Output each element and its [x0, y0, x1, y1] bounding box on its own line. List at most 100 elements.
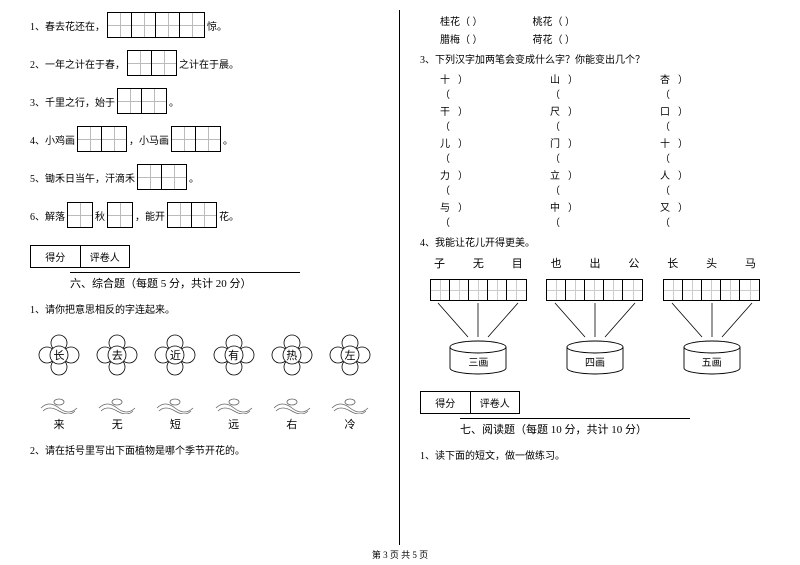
wave-item: 右 — [271, 394, 313, 432]
q6-pre: 6、解落 — [30, 208, 65, 223]
score-label: 得分 — [31, 246, 81, 267]
flower-char: 有 — [228, 347, 239, 363]
grid-1 — [107, 202, 133, 228]
flower-item: 去 — [96, 334, 138, 376]
wave-char: 短 — [170, 419, 181, 431]
cylinder: 五画 — [677, 340, 747, 376]
q6-2: 2、请在括号里写出下面植物是哪个季节开花的。 — [30, 442, 379, 457]
q6-mid: 秋 — [95, 208, 105, 223]
grid-2 — [117, 88, 167, 114]
flower-item: 左 — [329, 334, 371, 376]
section-6-title: 六、综合题（每题 5 分，共计 20 分） — [70, 272, 300, 291]
score-box: 得分 评卷人 — [30, 245, 130, 268]
q7-1: 1、读下面的短文，做一做练习。 — [420, 447, 770, 462]
score-label: 得分 — [421, 392, 471, 413]
flower-item: 长 — [38, 334, 80, 376]
cylinder-label: 三画 — [443, 354, 513, 369]
flower-item: 有 — [213, 334, 255, 376]
q2-post: 之计在于晨。 — [179, 56, 239, 71]
flower-char: 长 — [54, 347, 65, 363]
wave-row: 来 无 短 远 右 冷 — [30, 394, 379, 432]
q6-1: 1、请你把意思相反的字连起来。 — [30, 301, 379, 316]
cylinder: 三画 — [443, 340, 513, 376]
q4-post: 。 — [223, 132, 233, 147]
page-footer: 第 3 页 共 5 页 — [0, 548, 800, 561]
funnel-icon — [662, 301, 762, 342]
wave-char: 远 — [228, 419, 239, 431]
q1-pre: 1、春去花还在， — [30, 18, 105, 33]
wave-item: 冷 — [329, 394, 371, 432]
answer-grids — [420, 279, 770, 301]
flower-char: 左 — [344, 347, 355, 363]
grid-2 — [137, 164, 187, 190]
plant-b: 桃花（ ） — [533, 13, 576, 28]
answer-grid — [663, 279, 760, 301]
stroke-char: 也 — [542, 255, 570, 271]
char-transform-list: 十（） 山（） 杏（） 干（） 尺（） 口（） 儿（） 门（） 十（） 力（） … — [420, 71, 770, 229]
wave-item: 远 — [213, 394, 255, 432]
plant-row: 腊梅（ ） 荷花（ ） — [420, 31, 770, 46]
funnel-row — [420, 301, 770, 342]
grid-2 — [167, 202, 217, 228]
q1-post: 惊。 — [207, 18, 227, 33]
answer-grid — [546, 279, 643, 301]
char-line: 十（） 山（） 杏（） — [420, 71, 770, 101]
funnel-icon — [545, 301, 645, 342]
left-column: 1、春去花还在， 惊。 2、一年之计在于春， 之计在于晨。 3、千里之行，始于 … — [30, 10, 399, 545]
cylinder-row: 三画 四画 五画 — [420, 340, 770, 376]
fill-line-3: 3、千里之行，始于 。 — [30, 86, 379, 116]
fill-line-2: 2、一年之计在于春， 之计在于晨。 — [30, 48, 379, 78]
wave-char: 冷 — [344, 419, 355, 431]
grid-4 — [107, 12, 205, 38]
stroke-char: 无 — [464, 255, 492, 271]
grid-1 — [67, 202, 93, 228]
plant-a: 桂花（ ） — [440, 13, 483, 28]
char-line: 儿（） 门（） 十（） — [420, 135, 770, 165]
q2-pre: 2、一年之计在于春， — [30, 56, 125, 71]
stroke-char: 公 — [620, 255, 648, 271]
q3-title: 3、下列汉字加两笔会变成什么字？你能变出几个？ — [420, 51, 770, 66]
answer-grid — [430, 279, 527, 301]
q4-mid: ，小马画 — [129, 132, 169, 147]
stroke-char: 头 — [698, 255, 726, 271]
wave-char: 右 — [286, 419, 297, 431]
char-line: 力（） 立（） 人（） — [420, 167, 770, 197]
funnel-icon — [428, 301, 528, 342]
plant-b: 荷花（ ） — [533, 31, 576, 46]
cylinder: 四画 — [560, 340, 630, 376]
flower-char: 热 — [286, 347, 297, 363]
stroke-char: 子 — [425, 255, 453, 271]
fill-line-4: 4、小鸡画 ，小马画 。 — [30, 124, 379, 154]
page: 1、春去花还在， 惊。 2、一年之计在于春， 之计在于晨。 3、千里之行，始于 … — [0, 0, 800, 565]
wave-item: 来 — [38, 394, 80, 432]
q3-post: 。 — [169, 94, 179, 109]
stroke-char-row: 子 无 目 也 出 公 长 头 马 — [420, 255, 770, 271]
flower-item: 近 — [154, 334, 196, 376]
section-7-title: 七、阅读题（每题 10 分，共计 10 分） — [460, 418, 690, 437]
flower-char: 近 — [170, 347, 181, 363]
plant-row: 桂花（ ） 桃花（ ） — [420, 13, 770, 28]
stroke-char: 马 — [736, 255, 764, 271]
right-column: 桂花（ ） 桃花（ ） 腊梅（ ） 荷花（ ） 3、下列汉字加两笔会变成什么字？… — [400, 10, 770, 545]
fill-line-1: 1、春去花还在， 惊。 — [30, 10, 379, 40]
q6-post: 花。 — [219, 208, 239, 223]
char-line: 干（） 尺（） 口（） — [420, 103, 770, 133]
q5-pre: 5、锄禾日当午，汗滴禾 — [30, 170, 135, 185]
stroke-char: 目 — [503, 255, 531, 271]
stroke-char: 出 — [581, 255, 609, 271]
fill-line-6: 6、解落 秋 ，能开 花。 — [30, 200, 379, 230]
plant-a: 腊梅（ ） — [440, 31, 483, 46]
flower-char: 去 — [112, 347, 123, 363]
flower-row: 长 去 近 有 热 左 — [30, 334, 379, 376]
grader-label: 评卷人 — [471, 392, 520, 413]
wave-item: 短 — [154, 394, 196, 432]
stroke-char: 长 — [659, 255, 687, 271]
cylinder-label: 四画 — [560, 354, 630, 369]
wave-char: 无 — [112, 419, 123, 431]
wave-item: 无 — [96, 394, 138, 432]
grader-label: 评卷人 — [81, 246, 130, 267]
grid-2 — [127, 50, 177, 76]
char-line: 与（） 中（） 又（） — [420, 199, 770, 229]
q5-post: 。 — [189, 170, 199, 185]
score-box: 得分 评卷人 — [420, 391, 520, 414]
